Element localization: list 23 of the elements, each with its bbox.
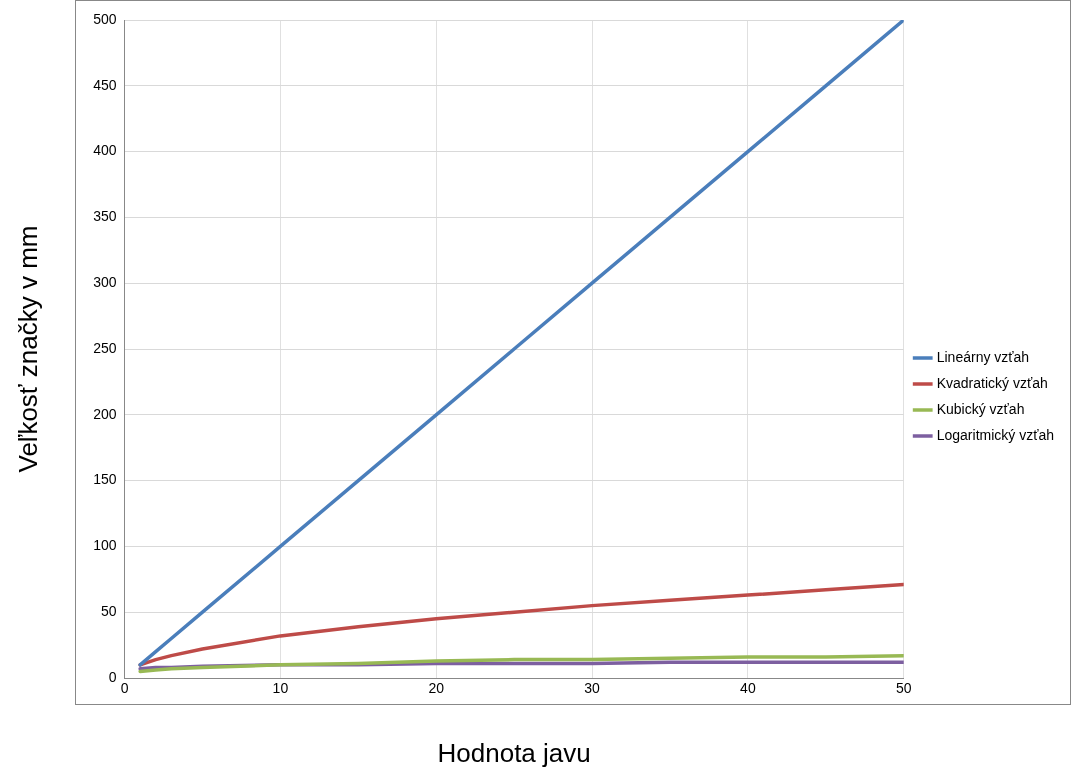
- x-tick-label: 50: [895, 680, 912, 697]
- y-tick-label: 300: [93, 274, 117, 291]
- x-tick-label: 10: [272, 680, 289, 697]
- y-axis-title: Veľkosť značky v mm: [12, 225, 43, 473]
- legend-label: Lineárny vzťah: [936, 348, 1030, 365]
- x-tick-label: 30: [584, 680, 601, 697]
- y-tick-label: 250: [93, 339, 117, 356]
- y-tick-label: 50: [100, 603, 117, 620]
- x-axis-title: Hodnota javu: [437, 737, 591, 768]
- x-tick-label: 20: [428, 680, 445, 697]
- y-tick-label: 450: [93, 76, 117, 93]
- legend-label: Logaritmický vzťah: [936, 426, 1055, 443]
- y-tick-label: 400: [93, 142, 117, 159]
- x-tick-label: 40: [740, 680, 756, 697]
- legend-label: Kubický vzťah: [936, 400, 1025, 417]
- y-tick-label: 100: [93, 537, 117, 554]
- y-tick-label: 150: [93, 471, 117, 488]
- y-tick-label: 0: [108, 668, 117, 685]
- y-tick-label: 350: [93, 208, 117, 225]
- legend-label: Kvadratický vzťah: [936, 374, 1048, 391]
- y-tick-label: 500: [93, 10, 117, 27]
- x-tick-label: 0: [120, 680, 129, 697]
- y-tick-label: 200: [93, 405, 117, 422]
